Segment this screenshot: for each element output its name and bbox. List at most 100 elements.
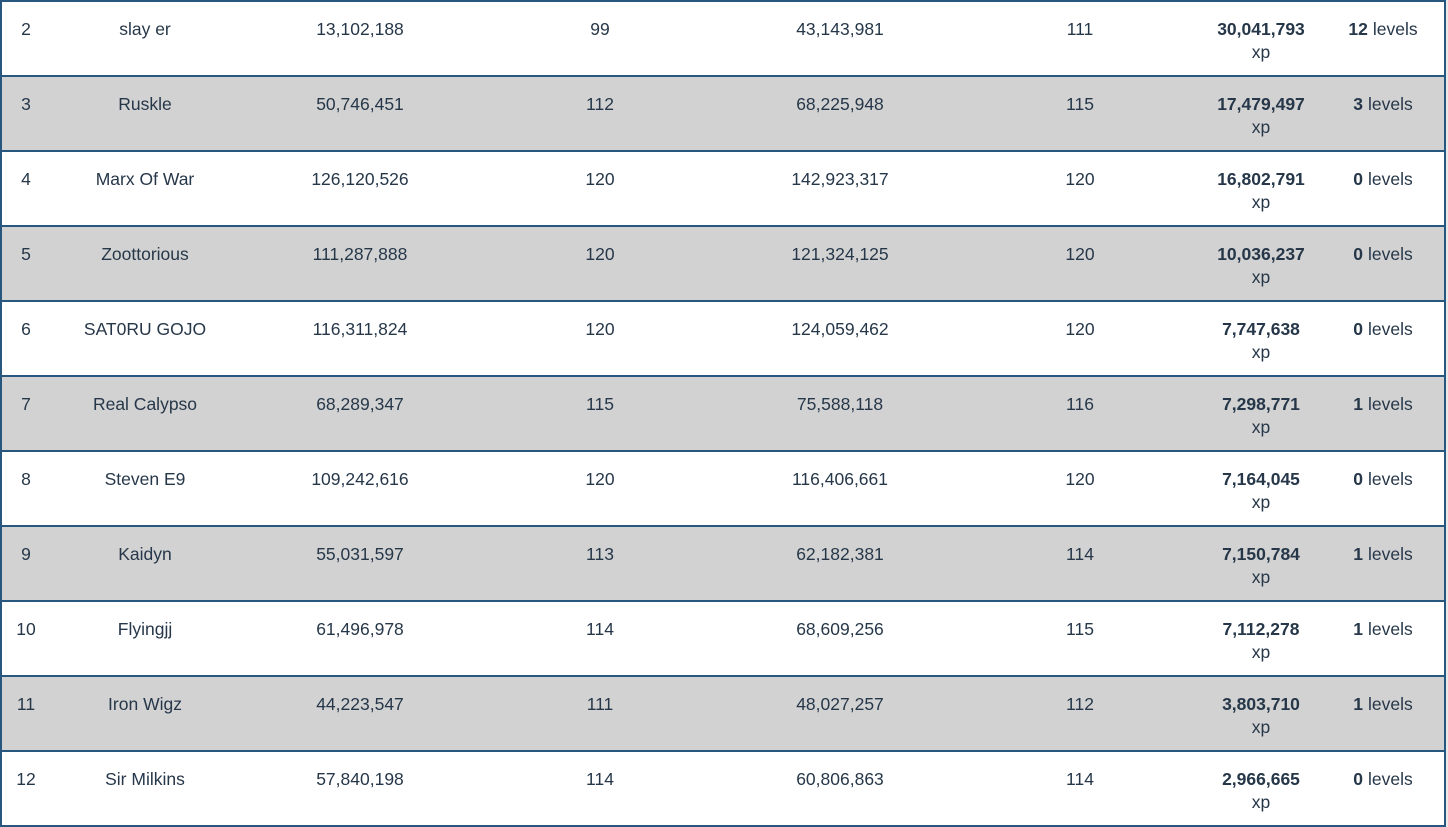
rank-cell: 2 — [21, 19, 31, 39]
gained-xp-cell: 30,041,793 xp — [1200, 2, 1322, 75]
end-xp-cell: 43,143,981 — [796, 19, 884, 39]
gained-xp-cell: 16,802,791 xp — [1200, 152, 1322, 225]
player-name[interactable]: Zoottorious — [101, 244, 189, 264]
gained-levels-value: 1 — [1353, 544, 1363, 564]
end-level-cell: 112 — [1066, 694, 1094, 714]
end-level-cell: 120 — [1065, 319, 1095, 339]
start-level-cell: 112 — [586, 94, 614, 114]
xp-unit-label: xp — [1251, 192, 1271, 212]
gained-levels-cell: 1 levels — [1322, 377, 1444, 450]
rank-cell: 10 — [16, 619, 36, 639]
end-xp-cell: 116,406,661 — [791, 469, 889, 489]
start-level-cell: 111 — [586, 694, 614, 714]
gained-xp-cell: 10,036,237 xp — [1200, 227, 1322, 300]
start-xp-cell: 68,289,347 — [316, 394, 404, 414]
rank-cell: 11 — [16, 694, 36, 714]
gained-levels-value: 0 — [1353, 769, 1363, 789]
start-xp-cell: 13,102,188 — [316, 19, 404, 39]
levels-unit-label: levels — [1367, 319, 1413, 339]
gained-levels-value: 0 — [1353, 319, 1363, 339]
end-xp-cell: 75,588,118 — [796, 394, 884, 414]
gained-levels-value: 1 — [1353, 694, 1363, 714]
gained-levels-cell: 1 levels — [1322, 527, 1444, 600]
start-level-cell: 114 — [586, 619, 614, 639]
player-name[interactable]: Marx Of War — [95, 169, 195, 189]
levels-unit-label: levels — [1367, 394, 1413, 414]
player-name[interactable]: Kaidyn — [118, 544, 172, 564]
rank-cell: 9 — [21, 544, 31, 564]
player-name[interactable]: Real Calypso — [92, 394, 198, 414]
gained-levels-cell: 0 levels — [1322, 227, 1444, 300]
start-xp-cell: 111,287,888 — [312, 244, 408, 264]
table-row: 12 Sir Milkins 57,840,198 114 60,806,863… — [2, 752, 1444, 827]
rank-cell: 5 — [21, 244, 31, 264]
end-level-cell: 120 — [1065, 169, 1095, 189]
end-level-cell: 116 — [1066, 394, 1094, 414]
player-name[interactable]: Ruskle — [118, 94, 172, 114]
start-xp-cell: 50,746,451 — [316, 94, 404, 114]
gained-xp-cell: 7,747,638 xp — [1200, 302, 1322, 375]
start-xp-cell: 126,120,526 — [311, 169, 409, 189]
start-xp-cell: 116,311,824 — [312, 319, 408, 339]
player-name[interactable]: Iron Wigz — [108, 694, 182, 714]
player-name[interactable]: slay er — [119, 19, 171, 39]
xp-unit-label: xp — [1251, 267, 1271, 287]
end-level-cell: 115 — [1066, 619, 1094, 639]
end-level-cell: 114 — [1066, 769, 1094, 789]
player-name[interactable]: SAT0RU GOJO — [83, 319, 207, 339]
gained-levels-value: 0 — [1353, 244, 1363, 264]
gained-xp-value: 7,112,278 — [1222, 619, 1300, 639]
gained-xp-value: 7,298,771 — [1222, 394, 1300, 414]
gained-levels-cell: 0 levels — [1322, 152, 1444, 225]
player-name[interactable]: Flyingjj — [117, 619, 173, 639]
xp-unit-label: xp — [1251, 717, 1271, 737]
xp-unit-label: xp — [1251, 492, 1271, 512]
table-row: 9 Kaidyn 55,031,597 113 62,182,381 114 7… — [2, 527, 1444, 602]
gained-levels-cell: 3 levels — [1322, 77, 1444, 150]
start-level-cell: 120 — [585, 319, 615, 339]
rank-cell: 6 — [21, 319, 31, 339]
start-level-cell: 120 — [585, 169, 615, 189]
end-level-cell: 115 — [1066, 94, 1094, 114]
gained-levels-value: 1 — [1353, 394, 1363, 414]
gained-levels-value: 0 — [1353, 469, 1363, 489]
xp-unit-label: xp — [1251, 42, 1271, 62]
player-name[interactable]: Sir Milkins — [105, 769, 185, 789]
xp-unit-label: xp — [1251, 417, 1271, 437]
start-level-cell: 99 — [590, 19, 610, 39]
gained-xp-value: 10,036,237 — [1217, 244, 1305, 264]
table-row: 3 Ruskle 50,746,451 112 68,225,948 115 1… — [2, 77, 1444, 152]
start-level-cell: 113 — [586, 544, 614, 564]
gained-levels-value: 1 — [1353, 619, 1363, 639]
start-xp-cell: 55,031,597 — [316, 544, 404, 564]
end-xp-cell: 48,027,257 — [796, 694, 884, 714]
levels-unit-label: levels — [1367, 769, 1413, 789]
start-xp-cell: 61,496,978 — [316, 619, 404, 639]
end-level-cell: 120 — [1065, 244, 1095, 264]
table-row: 11 Iron Wigz 44,223,547 111 48,027,257 1… — [2, 677, 1444, 752]
levels-unit-label: levels — [1367, 544, 1413, 564]
table-row: 7 Real Calypso 68,289,347 115 75,588,118… — [2, 377, 1444, 452]
table-row: 5 Zoottorious 111,287,888 120 121,324,12… — [2, 227, 1444, 302]
gained-xp-cell: 7,150,784 xp — [1200, 527, 1322, 600]
player-name[interactable]: Steven E9 — [104, 469, 186, 489]
gained-levels-cell: 1 levels — [1322, 677, 1444, 750]
start-xp-cell: 57,840,198 — [316, 769, 404, 789]
start-level-cell: 120 — [585, 244, 615, 264]
start-xp-cell: 109,242,616 — [311, 469, 409, 489]
end-xp-cell: 62,182,381 — [796, 544, 884, 564]
end-xp-cell: 124,059,462 — [791, 319, 889, 339]
gained-levels-cell: 0 levels — [1322, 752, 1444, 825]
table-row: 2 slay er 13,102,188 99 43,143,981 111 3… — [2, 2, 1444, 77]
levels-unit-label: levels — [1367, 94, 1413, 114]
gained-xp-cell: 17,479,497 xp — [1200, 77, 1322, 150]
start-xp-cell: 44,223,547 — [316, 694, 404, 714]
end-xp-cell: 60,806,863 — [796, 769, 884, 789]
end-level-cell: 114 — [1066, 544, 1094, 564]
end-xp-cell: 68,609,256 — [796, 619, 884, 639]
gained-levels-cell: 1 levels — [1322, 602, 1444, 675]
levels-unit-label: levels — [1367, 694, 1413, 714]
end-level-cell: 111 — [1066, 19, 1094, 39]
